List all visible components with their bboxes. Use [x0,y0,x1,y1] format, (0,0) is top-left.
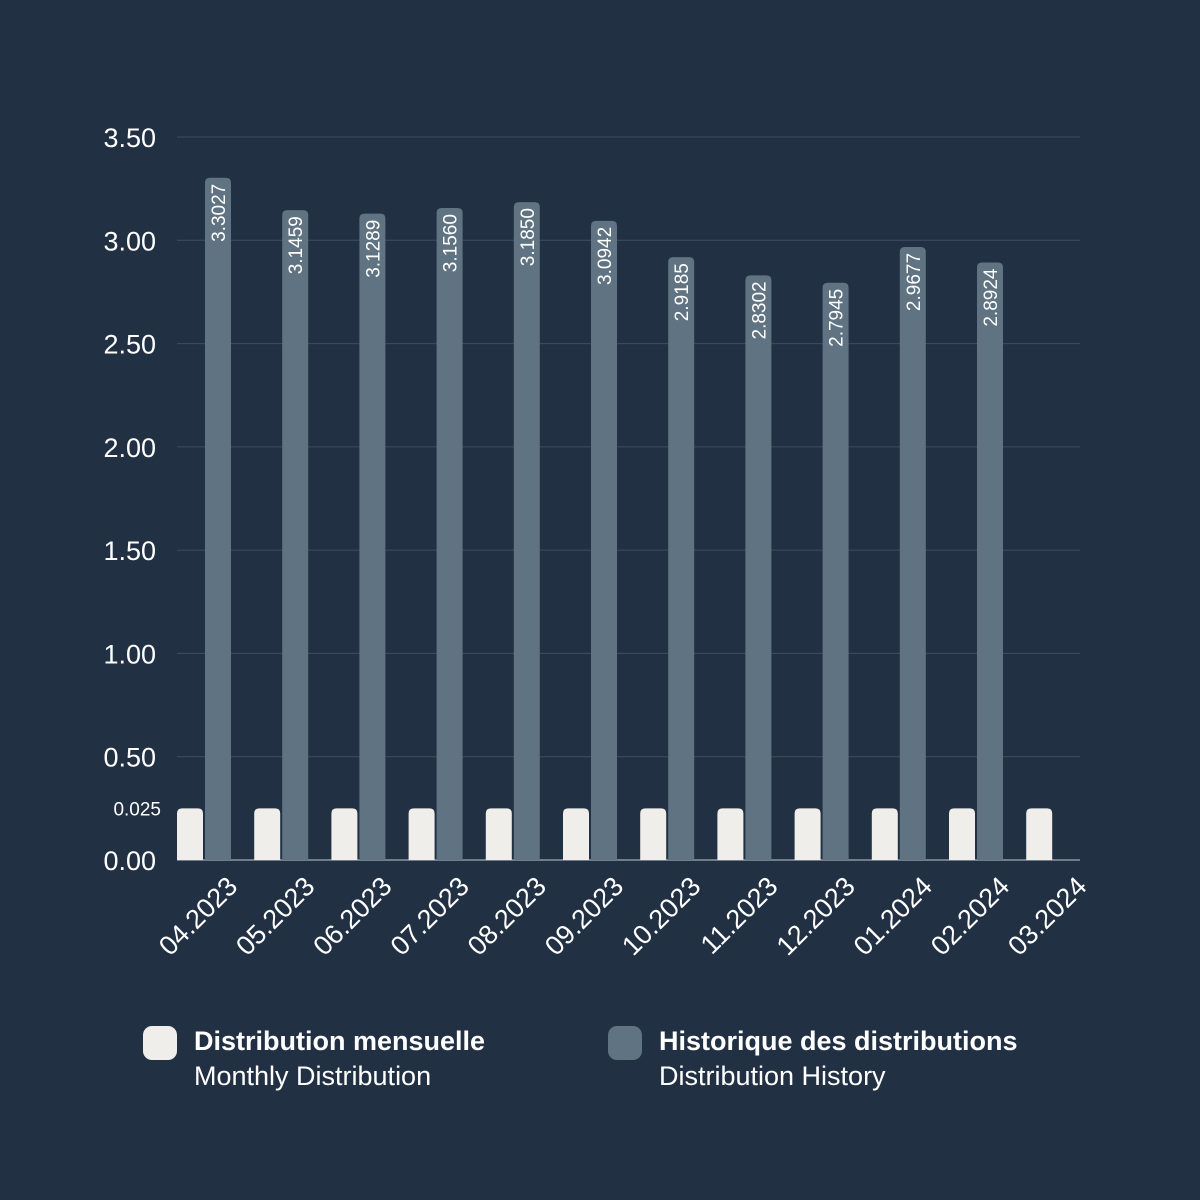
legend-subtitle-monthly: Monthly Distribution [194,1061,432,1091]
bar-history [205,177,231,861]
data-label-history: 3.1289 [363,220,384,278]
x-tick-label: 09.2023 [539,871,629,961]
x-tick-label: 06.2023 [307,871,397,961]
legend-monthly: Distribution mensuelle Monthly Distribut… [143,1024,485,1094]
bar-monthly [794,808,821,860]
data-label-history: 3.1560 [441,214,462,272]
bar-history [436,208,463,861]
y-tick-label: 3.50 [103,123,156,153]
x-tick-label: 04.2023 [153,871,243,961]
data-label-history: 3.0942 [595,227,616,285]
legend-swatch-history [608,1026,642,1060]
bar-monthly [640,808,667,860]
data-label-history: 2.9185 [672,263,693,321]
bar-history [668,257,695,860]
bar-monthly [1026,808,1053,860]
bar-monthly [254,808,281,860]
y-tick-label: 0.50 [103,743,156,773]
data-label-history: 3.1459 [286,216,307,274]
legend-history: Historique des distributions Distributio… [608,1024,1018,1094]
bar-monthly [485,808,512,860]
x-tick-label: 08.2023 [462,871,552,961]
bars [177,177,1053,861]
bar-monthly [408,808,435,860]
data-label-history: 3.1850 [518,208,539,266]
bar-history [822,282,849,860]
x-tick-label: 01.2024 [848,871,938,961]
bar-history [282,210,309,860]
bar-history [591,220,617,861]
bar-monthly [949,808,975,860]
x-axis-ticks: 04.202305.202306.202307.202308.202309.20… [153,871,1092,961]
legend-title-monthly: Distribution mensuelle [194,1026,486,1056]
data-label-history: 2.9677 [904,253,925,311]
y-tick-label: 3.00 [103,226,156,256]
x-tick-label: 05.2023 [230,871,320,961]
bar-monthly [717,808,744,860]
y-axis-ticks: 0.00 0.50 1.00 1.50 2.00 2.50 3.00 3.50 0.025 [103,123,161,876]
data-label-history: 3.3027 [209,184,230,242]
bar-chart: 0.00 0.50 1.00 1.50 2.00 2.50 3.00 3.50 0.025 3.… [103,123,1092,961]
bar-history [745,275,772,860]
y-tick-label-extra: 0.025 [113,799,161,820]
gridlines [177,136,1080,861]
bar-monthly [177,808,203,860]
bar-history [359,213,386,860]
bar-history [899,246,926,860]
bar-history [513,202,540,860]
y-tick-label: 1.50 [103,536,156,566]
x-tick-label: 07.2023 [385,871,475,961]
legend-title-history: Historique des distributions [659,1026,1018,1056]
bar-monthly [331,808,358,860]
data-labels: 3.3027 3.1459 3.1289 3.1560 3.1850 3.0942 2.91… [209,184,1002,347]
y-tick-label: 2.50 [103,330,156,360]
bar-history [977,262,1003,860]
data-label-history: 2.7945 [827,289,848,347]
bar-monthly [871,808,898,860]
legend-swatch-monthly [143,1026,177,1060]
legend-subtitle-history: Distribution History [659,1061,886,1091]
x-tick-label: 03.2024 [1002,871,1092,961]
x-tick-label: 11.2023 [695,871,784,960]
y-tick-label: 1.00 [103,639,156,669]
data-label-history: 2.8924 [981,268,1002,327]
bar-monthly [563,808,589,860]
x-tick-label: 10.2023 [616,871,706,961]
y-tick-label: 0.00 [103,846,156,876]
x-tick-label: 02.2024 [925,871,1015,961]
x-tick-label: 12.2023 [771,871,861,961]
data-label-history: 2.8302 [749,281,770,339]
y-tick-label: 2.00 [103,433,156,463]
